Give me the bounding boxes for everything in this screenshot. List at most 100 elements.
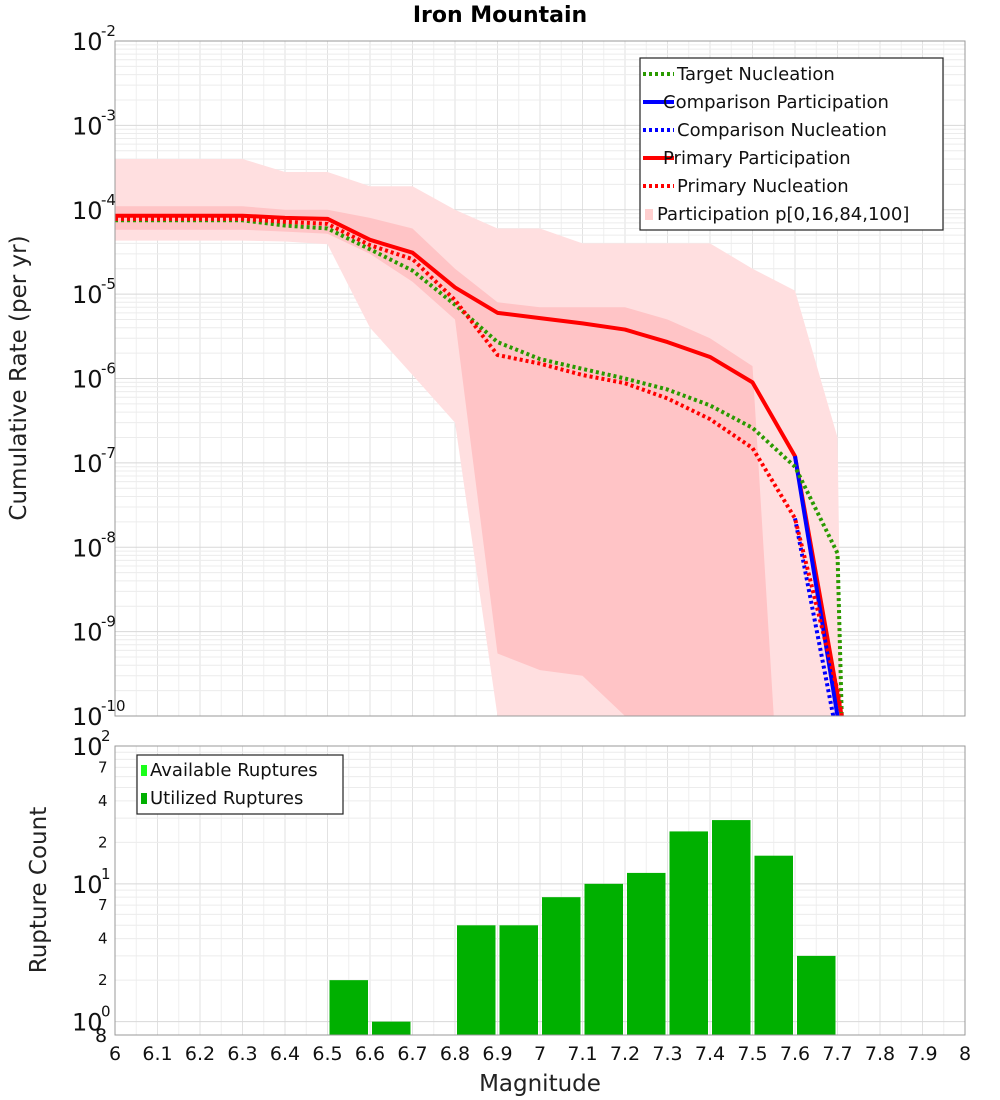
x-tick-label: 6.7 [397,1043,427,1065]
rate-plot-bands [115,158,842,717]
y-tick-exponent: 0 [101,1003,111,1021]
legend-item: Utilized Ruptures [141,788,303,809]
y-tick-label: 10 [72,1009,103,1037]
legend-label: Available Ruptures [150,760,318,781]
legend-label: Primary Nucleation [677,176,849,197]
bar [457,925,496,1035]
x-axis-label: Magnitude [479,1071,601,1097]
x-tick-label: 7.5 [737,1043,767,1065]
x-tick-label: 7.6 [780,1043,810,1065]
legend-item: Participation p[0,16,84,100] [645,204,909,225]
x-tick-label: 6.4 [270,1043,300,1065]
legend-label: Participation p[0,16,84,100] [657,204,909,225]
bar [754,855,793,1035]
x-tick-label: 6.6 [355,1043,385,1065]
legend-item: Primary Participation [643,148,851,169]
y-tick-label: 10 [72,197,103,225]
bar [372,1021,411,1035]
y-tick-exponent: -7 [101,444,116,462]
rupture-bars [329,820,836,1035]
y-tick-exponent: -5 [101,275,116,293]
rate-legend: Target Nucleation Comparison Participatio… [639,57,944,231]
legend-label: Comparison Participation [663,92,889,113]
y-tick-label: 10 [72,450,103,478]
legend-item: Comparison Nucleation [643,120,887,141]
y-tick-label: 10 [72,281,103,309]
legend-item: Target Nucleation [643,64,835,85]
legend-label: Utilized Ruptures [150,788,303,809]
rupture-plot-border [114,745,966,1036]
x-tick-label: 6.8 [440,1043,470,1065]
bar [584,883,623,1035]
y-tick-exponent: -4 [101,191,116,209]
bar [669,831,708,1035]
rate-plot-border [114,40,966,717]
band-participation-p-16-84- [115,206,774,716]
bar [712,820,751,1035]
y-minor-tick-label: 7 [98,758,108,776]
x-tick-label: 7.8 [865,1043,895,1065]
legend-item: Primary Nucleation [643,176,849,197]
y-tick-exponent: 2 [101,727,111,745]
rate-y-axis-label: Cumulative Rate (per yr) [6,235,32,520]
series-primary-participation [115,213,844,716]
rupture-y-axis-label: Rupture Count [26,807,52,973]
legend-label: Target Nucleation [676,64,835,85]
bar [329,980,368,1035]
y-tick-label: 10 [72,703,103,731]
y-tick-label: 10 [72,619,103,647]
x-tick-label: 6.3 [227,1043,257,1065]
y-tick-label: 10 [72,871,103,899]
x-tick-label: 7.4 [695,1043,725,1065]
y-minor-tick-label: 4 [98,792,108,810]
y-minor-tick-label: 4 [98,930,108,948]
y-tick-exponent: -3 [101,106,116,124]
y-tick-label: 10 [72,112,103,140]
y-tick-exponent: 1 [101,865,111,883]
x-ticks: 6 6.1 6.2 6.3 6.4 6.5 6.6 6.7 6.8 6.9 7 7.1 7.2 7.3 7.… [109,1043,971,1065]
bar [797,955,836,1035]
rate-legend-box [639,57,944,231]
legend-item: Comparison Participation [643,92,889,113]
rupture-legend: Available Ruptures Utilized Ruptures [136,754,344,815]
x-tick-label: 6 [109,1043,121,1065]
y-tick-exponent: -2 [101,22,116,40]
y-tick-label: 10 [72,733,103,761]
y-tick-exponent: -10 [101,697,126,715]
y-tick-exponent: -8 [101,528,116,546]
x-tick-label: 7.7 [822,1043,852,1065]
x-tick-label: 7.9 [907,1043,937,1065]
x-tick-label: 6.5 [312,1043,342,1065]
x-tick-label: 7 [534,1043,546,1065]
y-tick-label: 10 [72,366,103,394]
y-tick-label: 10 [72,534,103,562]
legend-item: Available Ruptures [141,760,318,781]
x-tick-label: 6.2 [185,1043,215,1065]
x-tick-label: 7.3 [652,1043,682,1065]
series-primary-nucleation [115,216,844,716]
x-tick-label: 7.2 [610,1043,640,1065]
x-tick-label: 6.1 [142,1043,172,1065]
rupture-legend-box [136,754,344,815]
y-minor-tick-label: 2 [98,833,108,851]
x-tick-label: 7.1 [567,1043,597,1065]
y-tick-exponent: -9 [101,613,116,631]
y-bottom-tick-label: 8 [95,1025,107,1047]
x-tick-label: 6.9 [482,1043,512,1065]
y-tick-label: 10 [72,28,103,56]
legend-swatch [141,793,147,804]
y-minor-tick-label: 7 [98,896,108,914]
bar [542,897,581,1035]
legend-label: Comparison Nucleation [677,120,887,141]
y-tick-exponent: -6 [101,360,116,378]
chart-title: Iron Mountain [413,3,587,28]
y-minor-tick-label: 2 [98,971,108,989]
legend-label: Primary Participation [663,148,851,169]
bar [499,925,538,1035]
x-tick-label: 8 [959,1043,971,1065]
